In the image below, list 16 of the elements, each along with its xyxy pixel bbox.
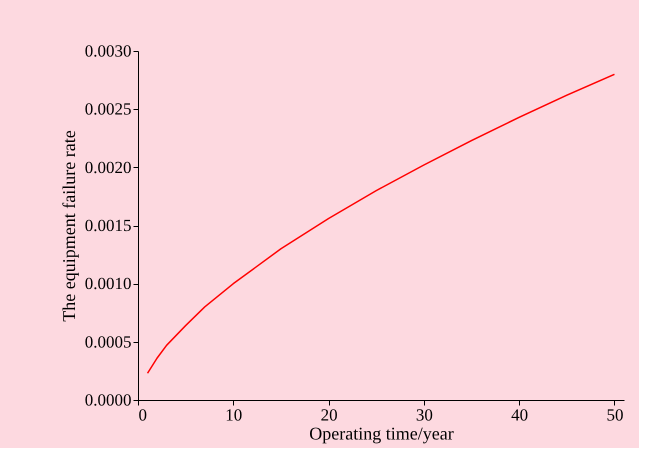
y-tick-label: 0.0005 xyxy=(84,332,132,352)
line-series xyxy=(146,74,616,374)
y-tick-label: 0.0010 xyxy=(84,274,132,294)
x-tick-label: 40 xyxy=(511,406,528,424)
y-tick-label: 0.0000 xyxy=(84,390,132,410)
x-tick-label: 30 xyxy=(416,406,433,424)
x-tick-label: 10 xyxy=(225,406,242,424)
y-axis-title: The equipment failure rate xyxy=(58,130,79,322)
y-tick-label: 0.0030 xyxy=(84,42,132,60)
x-tick-label: 0 xyxy=(138,406,147,424)
y-tick-label: 0.0015 xyxy=(84,216,132,235)
y-tick-label: 0.0025 xyxy=(84,100,132,119)
y-tick-label: 0.0020 xyxy=(84,158,132,177)
x-axis-title: Operating time/year xyxy=(309,424,454,444)
x-tick-label: 50 xyxy=(606,406,624,424)
x-tick-label: 20 xyxy=(320,406,338,424)
